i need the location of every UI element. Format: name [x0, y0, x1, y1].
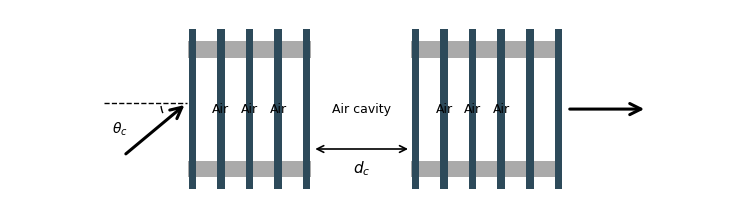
- Bar: [412, 29, 419, 189]
- Text: $\theta_c$: $\theta_c$: [112, 120, 128, 138]
- Bar: [217, 29, 224, 189]
- Text: Air cavity: Air cavity: [331, 103, 390, 116]
- Bar: [189, 29, 196, 189]
- Text: Air: Air: [464, 103, 481, 116]
- Bar: [441, 29, 448, 189]
- Bar: [411, 41, 562, 57]
- Text: Air: Air: [493, 103, 510, 116]
- Text: Air: Air: [241, 103, 258, 116]
- Bar: [246, 29, 253, 189]
- Text: Air: Air: [435, 103, 452, 116]
- Text: Air: Air: [269, 103, 286, 116]
- Bar: [497, 29, 505, 189]
- Text: Air: Air: [213, 103, 230, 116]
- Bar: [526, 29, 534, 189]
- Text: $d_c$: $d_c$: [353, 160, 370, 178]
- Bar: [555, 29, 562, 189]
- Bar: [469, 29, 476, 189]
- Bar: [188, 161, 311, 177]
- Bar: [275, 29, 282, 189]
- Bar: [188, 41, 311, 57]
- Bar: [303, 29, 311, 189]
- Bar: [411, 161, 562, 177]
